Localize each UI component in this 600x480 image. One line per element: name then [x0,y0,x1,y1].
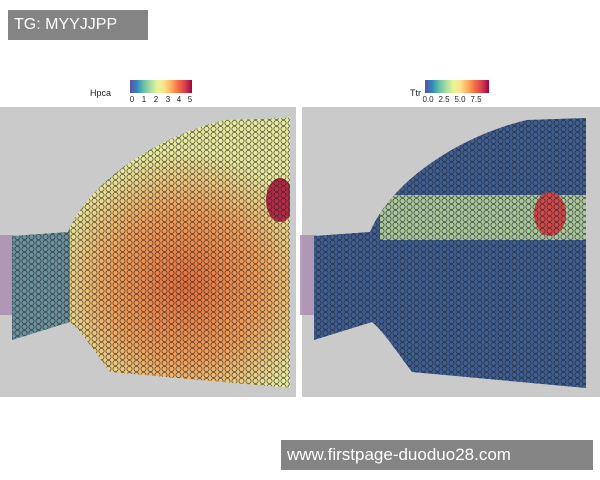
legend-colorbar [130,80,192,93]
legend-tick: 5.0 [454,95,466,104]
legend-tick: 3 [165,95,171,104]
hpca-tissue-edge [0,235,14,315]
legend-title: Ttr [410,88,421,98]
legend-tick: 0.0 [422,95,434,104]
legend-tick: 4 [176,95,182,104]
legend-colorbar [425,80,489,93]
legend-tick: 2 [153,95,159,104]
watermark-top: TG: MYYJJPP [8,10,148,40]
watermark-bottom: www.firstpage-duoduo28.com [281,440,593,470]
legend-tick: 1 [141,95,147,104]
legend-tick: 0 [129,95,135,104]
legend-title: Hpca [90,88,112,98]
legend-tick: 2.5 [438,95,450,104]
legend-tick: 7.5 [470,95,482,104]
legend-tick: 5 [187,95,193,104]
ttr-tissue-edge [300,235,316,315]
